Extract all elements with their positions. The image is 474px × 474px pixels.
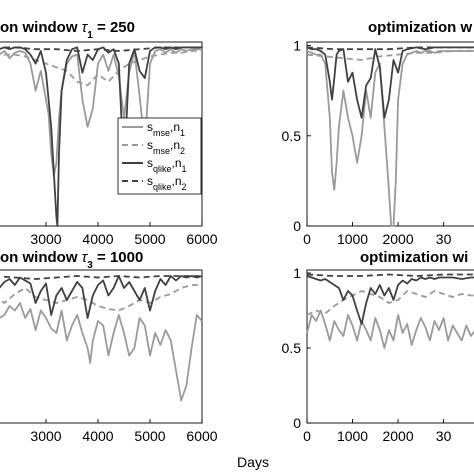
y-tick-label: 1 — [293, 265, 301, 281]
y-tick-label: 0.5 — [282, 340, 302, 356]
series-line-s-qlike-n-1 — [0, 275, 203, 319]
panel-bottom-left-x-ticks: 3000 4000 5000 6000 — [30, 419, 218, 444]
panel-bottom-left: on window τ3 = 1000 3000 4000 5000 6000 — [0, 249, 218, 444]
legend: smse,n1 smse,n2 sqlike,n1 sqlike,n2 — [117, 117, 202, 195]
y-tick-label: 0 — [293, 218, 301, 234]
y-tick-label: 0.5 — [282, 128, 302, 144]
panel-top-left: on window τ1 = 250 3000 4000 5000 6000 smse… — [0, 19, 218, 247]
x-tick-label: 5000 — [134, 428, 165, 444]
legend-label-qlike-n1: sqlike,n1 — [147, 156, 187, 174]
x-tick-label: 4000 — [82, 428, 113, 444]
panel-bottom-right-title: optimization wi — [360, 249, 468, 266]
x-tick-label: 5000 — [134, 231, 165, 247]
series-line-s-qlike-n-1 — [0, 46, 202, 227]
y-tick-label: 0 — [293, 415, 301, 431]
x-tick-label: 6000 — [186, 231, 217, 247]
x-tick-label: 30 — [436, 428, 452, 444]
x-tick-label: 0 — [303, 428, 311, 444]
panel-top-right-title: optimization w — [368, 19, 472, 36]
panel-top-right-y-ticks: 00.51 — [282, 38, 311, 234]
x-tick-label: 4000 — [82, 231, 113, 247]
x-tick-label: 1000 — [337, 428, 368, 444]
series-line-s-mse-n-1 — [306, 309, 474, 349]
y-tick-label: 1 — [293, 38, 301, 54]
x-axis-label: Days — [237, 454, 269, 470]
x-tick-label: 1000 — [337, 231, 368, 247]
panel-bottom-right-plot-area — [306, 269, 474, 424]
panel-bottom-right: optimization wi 0 1000 2000 30 00.51 — [282, 249, 474, 444]
x-tick-label: 3000 — [30, 231, 61, 247]
series-line-s-qlike-n-2 — [306, 273, 474, 277]
series-line-s-qlike-n-2 — [306, 46, 474, 51]
panel-bottom-right-y-ticks: 00.51 — [282, 265, 311, 431]
panel-top-right-x-ticks: 0 1000 2000 30 — [303, 222, 452, 247]
panel-bottom-right-x-ticks: 0 1000 2000 30 — [303, 419, 452, 444]
legend-label-mse-n1: smse,n1 — [147, 120, 185, 138]
x-tick-label: 6000 — [186, 428, 217, 444]
x-tick-label: 2000 — [382, 428, 413, 444]
panel-top-left-x-ticks: 3000 4000 5000 6000 — [30, 222, 218, 247]
x-tick-label: 0 — [303, 231, 311, 247]
x-tick-label: 3000 — [30, 428, 61, 444]
series-line-s-mse-n-1 — [0, 48, 202, 177]
axes-frame — [306, 269, 474, 424]
series-line-s-mse-n-2 — [306, 290, 474, 316]
legend-label-mse-n2: smse,n2 — [147, 138, 185, 156]
x-tick-label: 30 — [436, 231, 452, 247]
panel-top-right-plot-area — [306, 41, 474, 227]
panel-bottom-left-title: on window τ3 = 1000 — [0, 249, 143, 271]
series-line-s-mse-n-2 — [0, 284, 202, 312]
legend-label-qlike-n2: sqlike,n2 — [147, 174, 187, 192]
series-line-s-qlike-n-2 — [0, 275, 202, 280]
series-line-s-mse-n-2 — [0, 50, 202, 87]
panel-top-left-title: on window τ1 = 250 — [0, 19, 135, 41]
x-tick-label: 2000 — [382, 231, 413, 247]
series-line-s-qlike-n-2 — [0, 46, 202, 52]
series-line-s-mse-n-1 — [0, 302, 203, 402]
series-line-s-mse-n-2 — [306, 50, 474, 61]
legend-box — [117, 117, 202, 195]
series-line-s-qlike-n-1 — [306, 275, 474, 325]
panel-top-right: optimization w 0 1000 2000 30 00.51 — [282, 19, 474, 247]
